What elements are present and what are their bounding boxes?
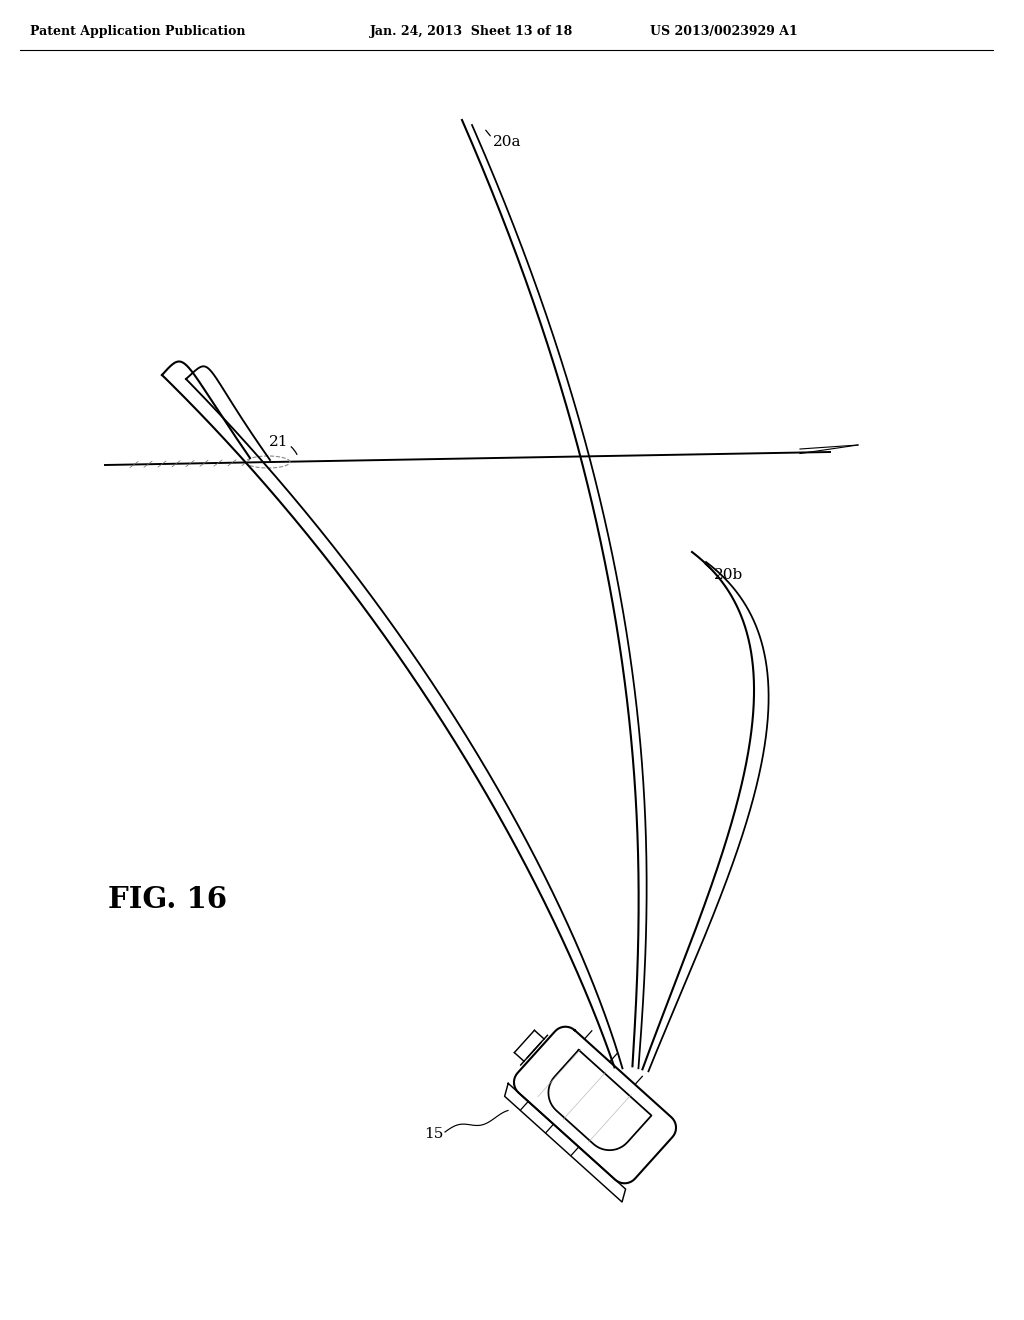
Text: Patent Application Publication: Patent Application Publication bbox=[30, 25, 246, 38]
Text: 21: 21 bbox=[268, 436, 288, 449]
Text: FIG. 16: FIG. 16 bbox=[108, 886, 227, 915]
Text: 15: 15 bbox=[425, 1127, 444, 1140]
Text: 20a: 20a bbox=[493, 135, 521, 149]
Text: US 2013/0023929 A1: US 2013/0023929 A1 bbox=[650, 25, 798, 38]
Text: Jan. 24, 2013  Sheet 13 of 18: Jan. 24, 2013 Sheet 13 of 18 bbox=[370, 25, 573, 38]
Text: 20b: 20b bbox=[714, 568, 743, 582]
